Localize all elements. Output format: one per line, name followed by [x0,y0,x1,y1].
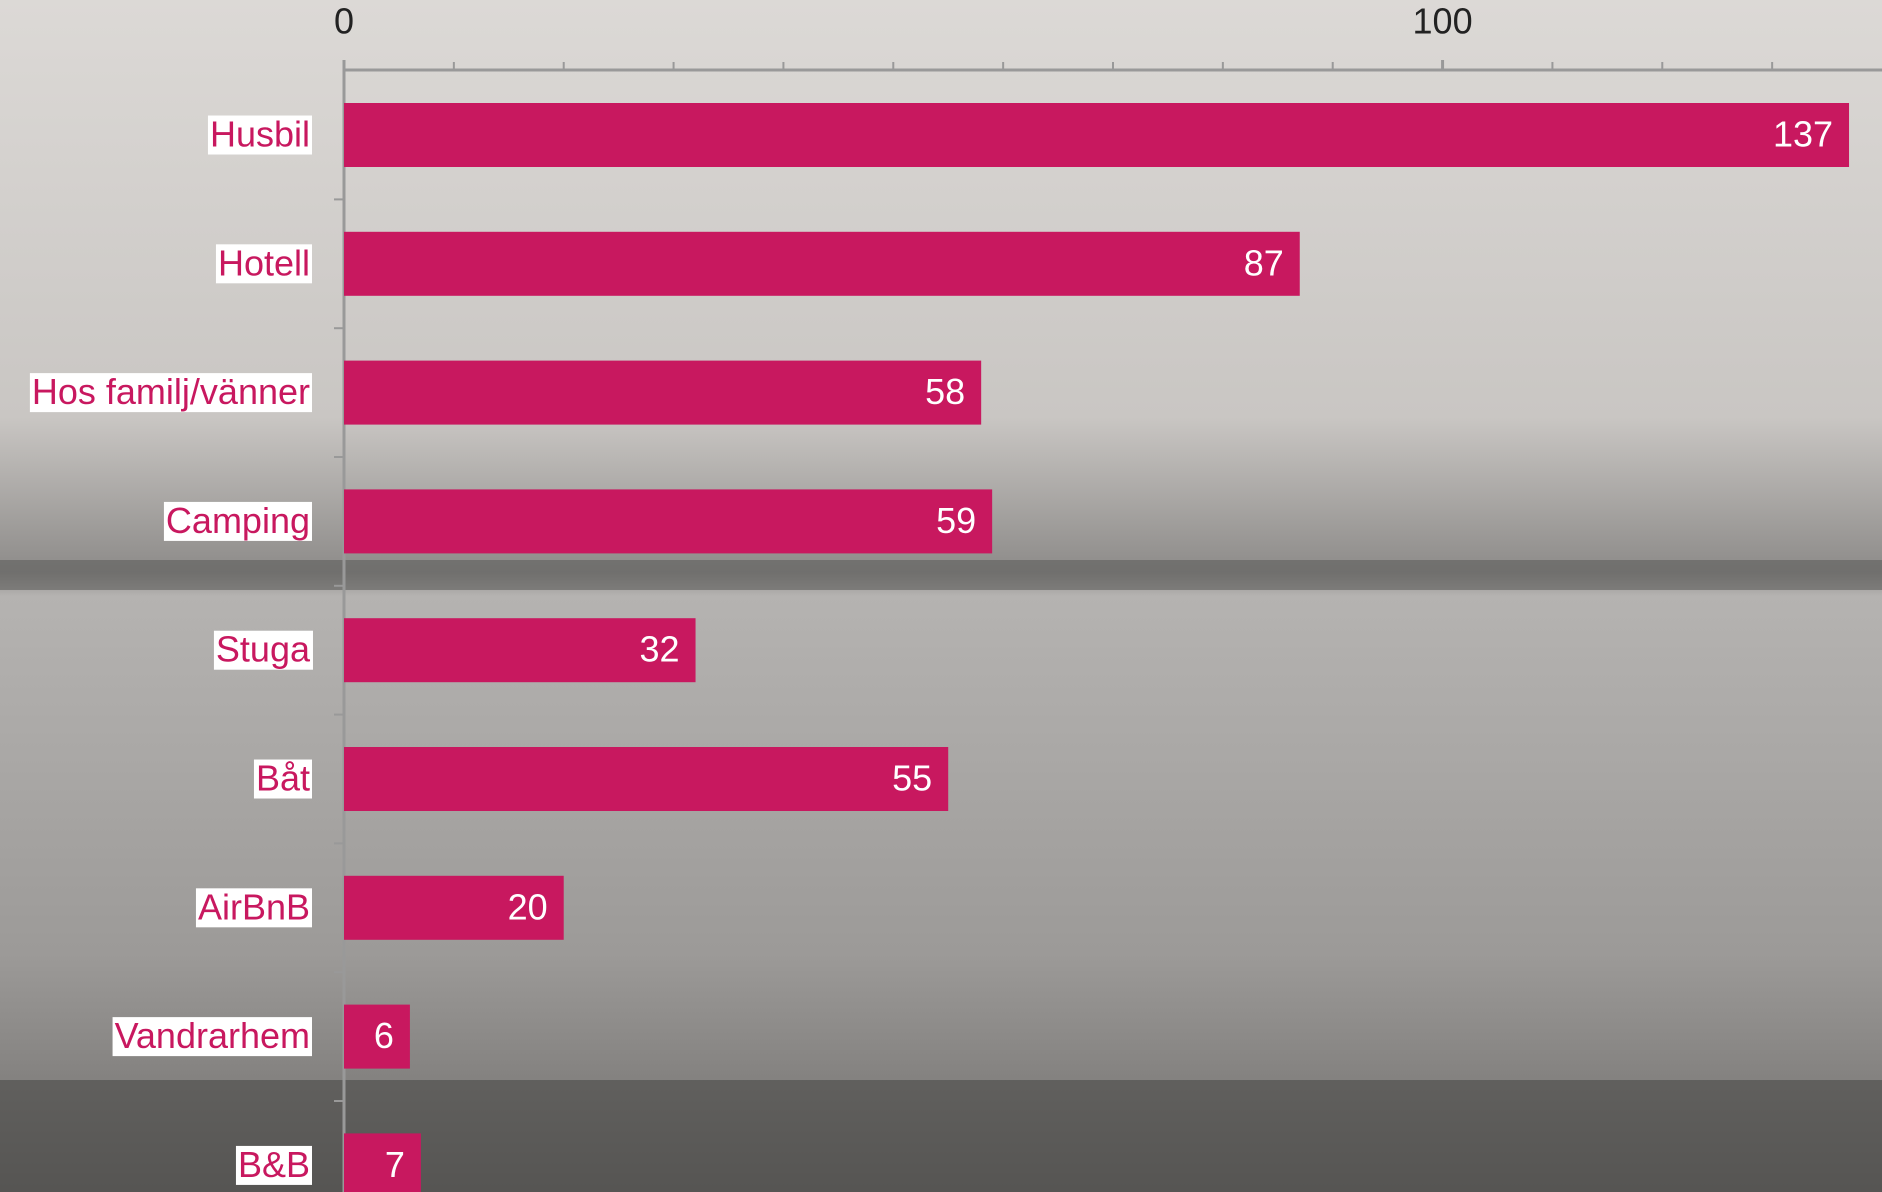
shoreline [0,560,1882,590]
value-label: 55 [892,758,932,799]
category-label-bg [213,630,313,670]
value-label: 7 [385,1144,405,1185]
bar [344,489,993,554]
x-tick-label: 100 [1413,1,1473,42]
rocks [0,1080,1882,1192]
bar [344,618,696,683]
bar [344,360,982,425]
value-label: 32 [639,629,679,670]
value-label: 87 [1244,242,1284,283]
category-label: Stuga [216,629,311,670]
bar [344,231,1300,296]
value-label: 6 [374,1015,394,1056]
category-label: Båt [256,758,310,799]
value-label: 20 [508,886,548,927]
category-label: Vandrarhem [115,1015,310,1056]
bar [344,875,564,940]
bar [344,103,1850,167]
x-tick-label: 0 [334,1,354,42]
category-label-bg [207,115,312,155]
category-label-bg [195,888,312,928]
value-label: 58 [925,371,965,412]
category-label-bg [112,1017,312,1057]
category-label: Hos familj/vänner [32,371,310,412]
category-label-bg [215,244,312,284]
category-label-bg [163,501,312,541]
category-label: Hotell [218,242,310,283]
bar [344,1004,410,1069]
category-label: Husbil [210,114,310,155]
bar [344,747,949,811]
bar [344,1133,421,1192]
category-label-bg [29,373,313,413]
category-label: AirBnB [198,886,310,927]
value-label: 59 [936,500,976,541]
category-label: B&B [238,1144,310,1185]
category-label-bg [253,759,312,799]
category-label: Camping [166,500,310,541]
value-label: 137 [1773,114,1833,155]
category-label-bg [235,1145,312,1185]
